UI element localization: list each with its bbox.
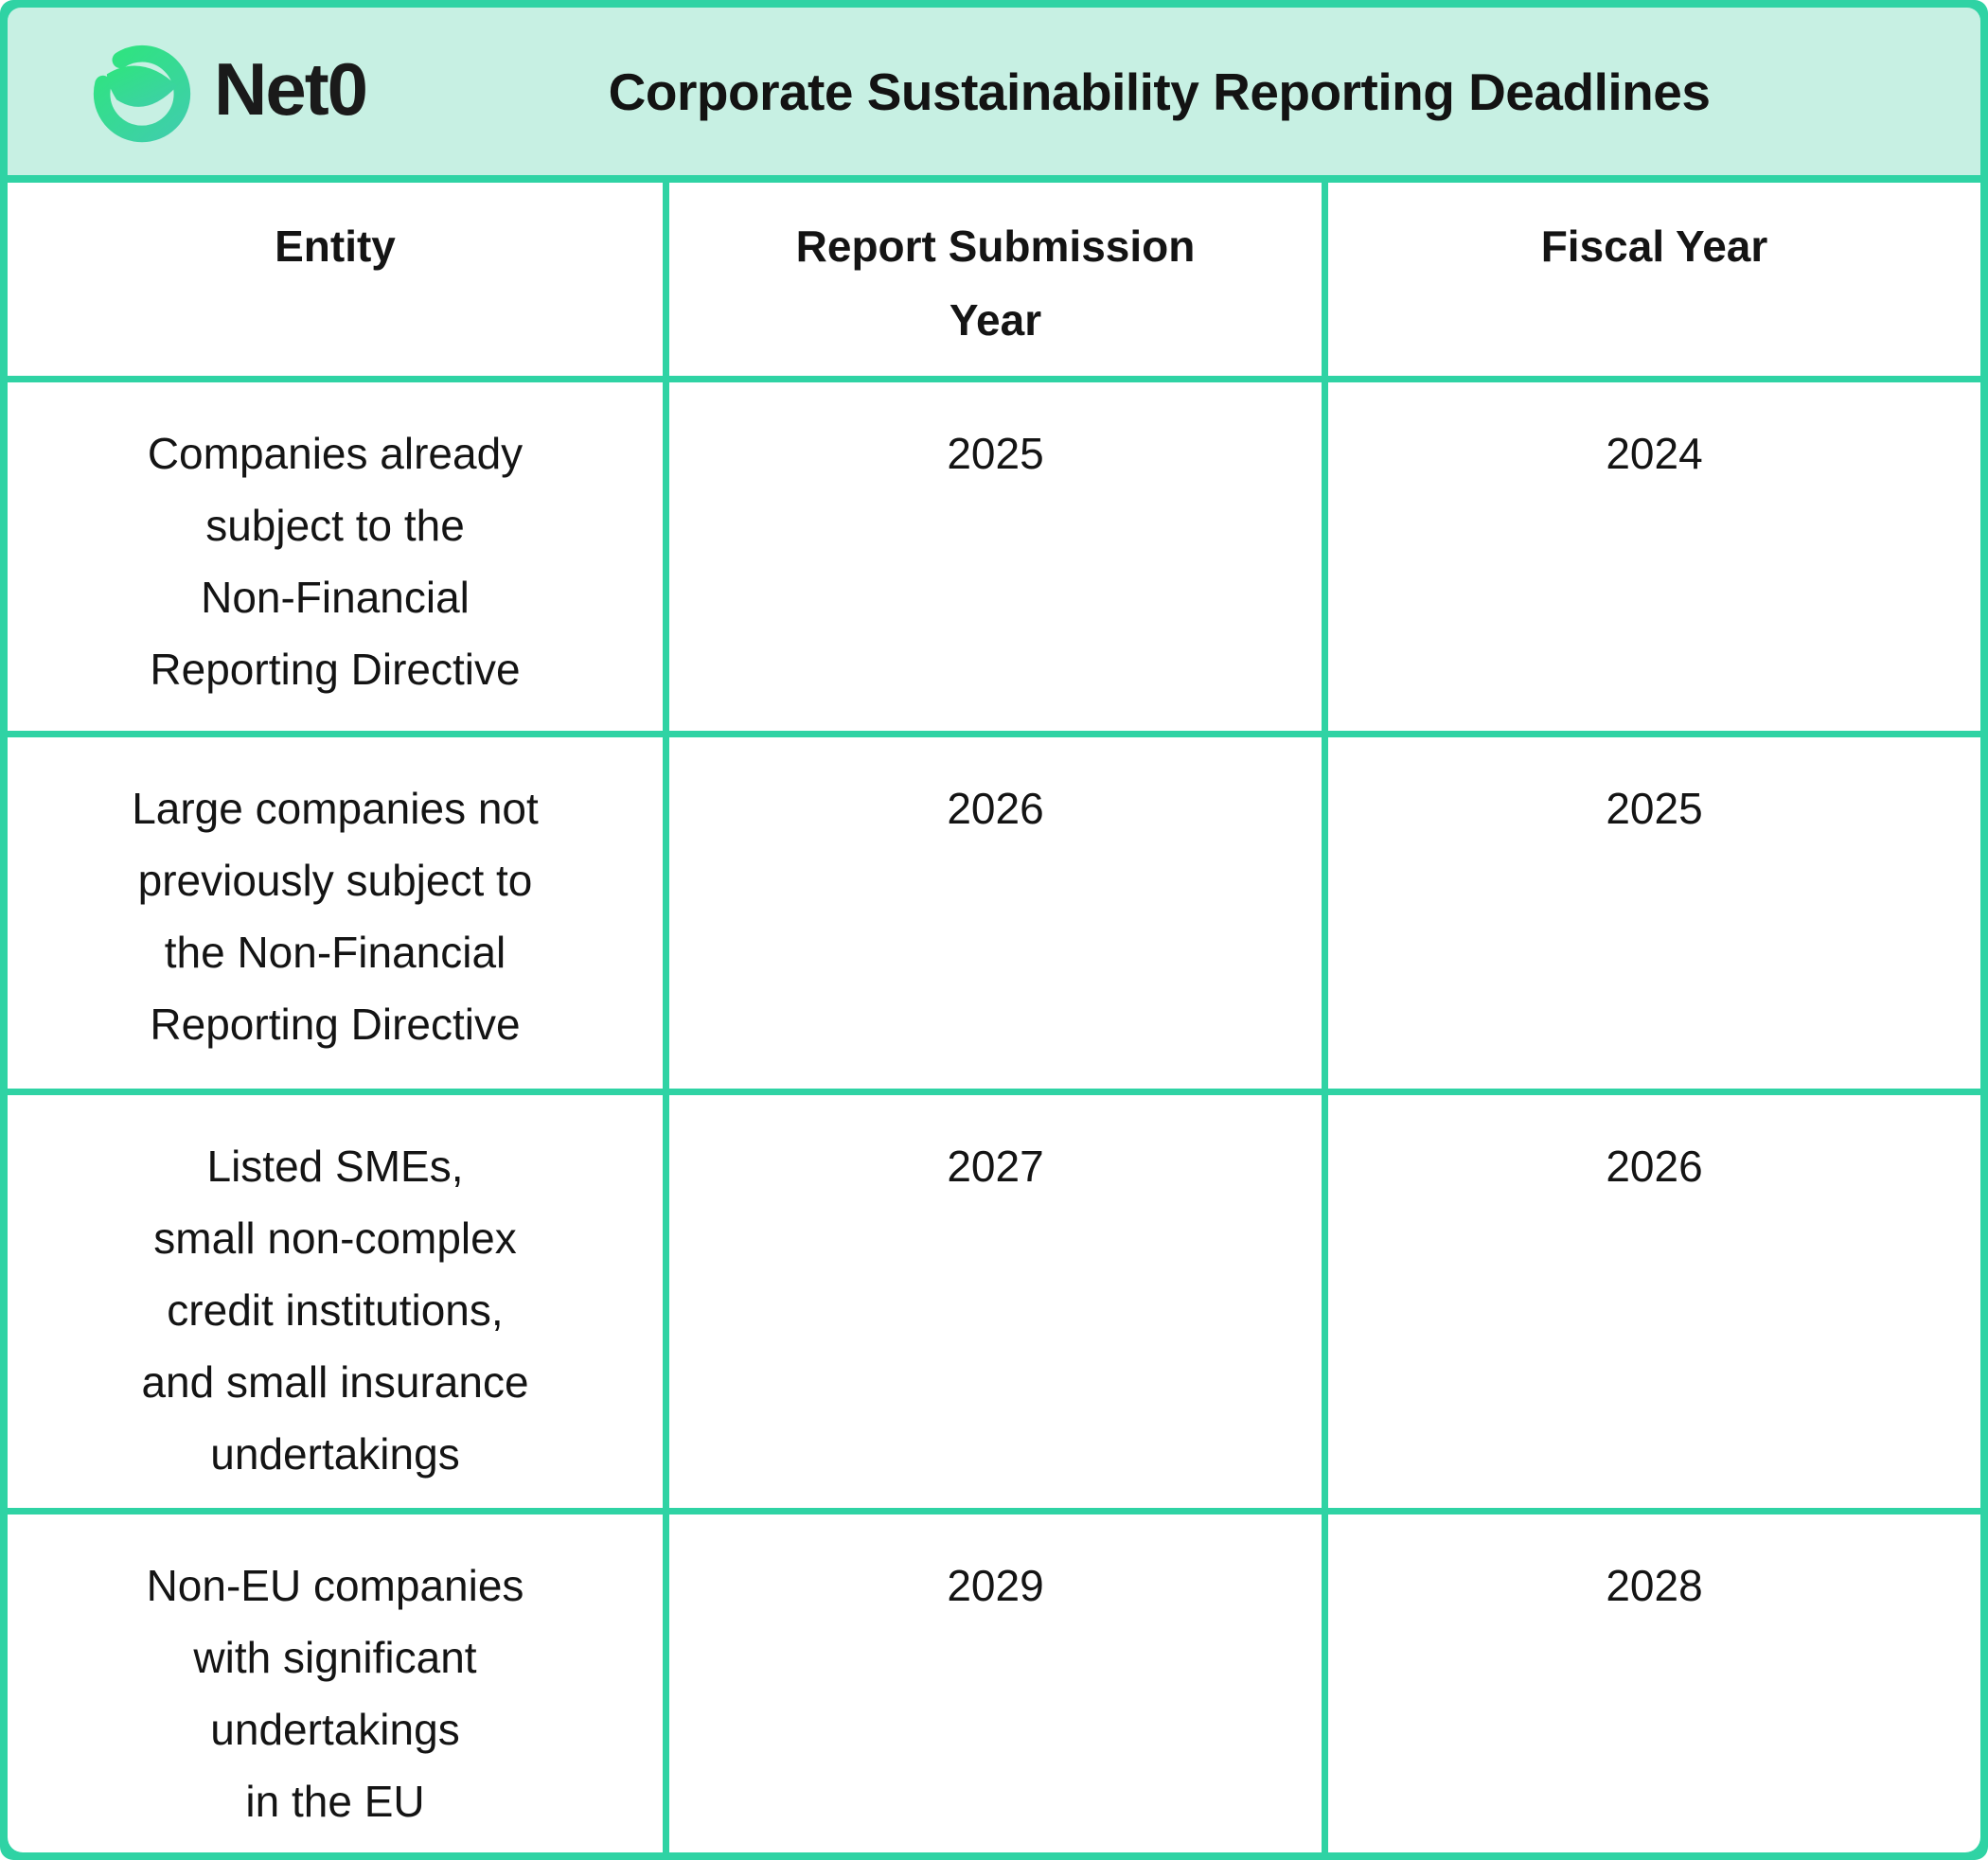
fiscal-year-cell: 2028 — [1328, 1515, 1980, 1852]
fiscal-year-cell: 2026 — [1328, 1095, 1980, 1508]
submission-year-cell: 2026 — [669, 737, 1322, 1089]
column-header-fiscal-year: Fiscal Year — [1328, 183, 1980, 376]
header-bar: Net0 Corporate Sustainability Reporting … — [8, 8, 1980, 175]
entity-cell: Listed SMEs, small non-complex credit in… — [8, 1095, 663, 1508]
submission-year-cell: 2025 — [669, 382, 1322, 731]
page-title: Corporate Sustainability Reporting Deadl… — [608, 62, 1711, 121]
fiscal-year-cell: 2024 — [1328, 382, 1980, 731]
column-header-entity: Entity — [8, 183, 663, 376]
net0-logo-text: Net0 — [214, 46, 368, 131]
net0-logo: Net0 — [83, 33, 368, 151]
fiscal-year-cell: 2025 — [1328, 737, 1980, 1089]
deadlines-table: Entity Report Submission Year Fiscal Yea… — [8, 183, 1980, 1852]
entity-cell: Large companies not previously subject t… — [8, 737, 663, 1089]
submission-year-cell: 2027 — [669, 1095, 1322, 1508]
submission-year-cell: 2029 — [669, 1515, 1322, 1852]
column-header-submission-year: Report Submission Year — [669, 183, 1322, 376]
entity-cell: Companies already subject to the Non-Fin… — [8, 382, 663, 731]
net0-leaf-icon — [93, 44, 191, 142]
entity-cell: Non-EU companies with significant undert… — [8, 1515, 663, 1852]
